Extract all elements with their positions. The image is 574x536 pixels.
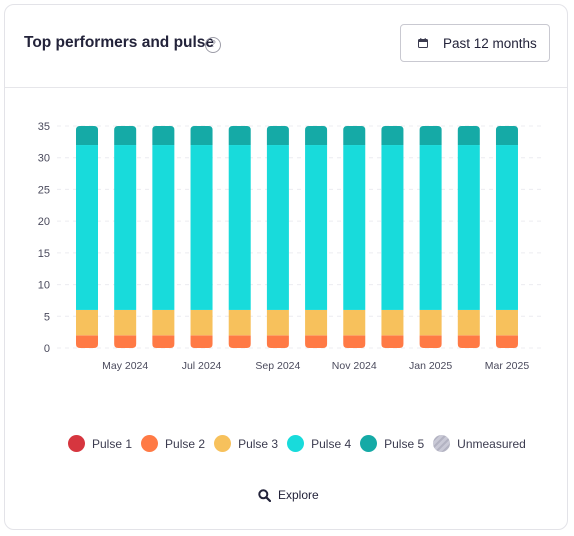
bar-segment-pulse-5[interactable]	[190, 126, 213, 146]
bar-segment-pulse-4[interactable]	[114, 145, 137, 310]
bar-segment-pulse-4[interactable]	[343, 145, 366, 310]
x-tick-label: Sep 2024	[255, 360, 300, 372]
bar-segment-pulse-3[interactable]	[381, 309, 404, 336]
legend-label: Pulse 5	[384, 436, 425, 451]
legend-item-pulse-3[interactable]: Pulse 3	[214, 435, 278, 452]
bar-segment-pulse-4[interactable]	[457, 145, 480, 310]
search-icon	[258, 488, 271, 502]
bar-segment-pulse-2[interactable]	[419, 335, 442, 348]
calendar-icon	[418, 38, 428, 48]
bar-segment-pulse-2[interactable]	[305, 335, 328, 348]
bar-segment-pulse-2[interactable]	[343, 335, 366, 348]
bar-segment-pulse-3[interactable]	[305, 309, 328, 336]
question-circle-icon[interactable]: ?	[205, 37, 221, 53]
card-header: Top performers and pulse ? Past 12 month…	[5, 5, 567, 88]
legend-item-pulse-5[interactable]: Pulse 5	[360, 435, 424, 452]
legend-item-pulse-1[interactable]: Pulse 1	[68, 435, 132, 452]
bar-segment-pulse-2[interactable]	[381, 335, 404, 348]
legend-item-pulse-4[interactable]: Pulse 4	[287, 435, 351, 452]
bar-segment-pulse-3[interactable]	[266, 309, 289, 336]
bar-segment-pulse-4[interactable]	[266, 145, 289, 310]
y-tick-label: 20	[38, 216, 50, 228]
bar-segment-pulse-3[interactable]	[190, 309, 213, 336]
legend-swatch	[68, 435, 85, 452]
bar-segment-pulse-5[interactable]	[457, 126, 480, 146]
bar-segment-pulse-3[interactable]	[76, 309, 98, 336]
bar-segment-pulse-4[interactable]	[190, 145, 213, 310]
x-tick-label: Nov 2024	[332, 360, 377, 372]
y-tick-label: 35	[38, 121, 50, 133]
bar-segment-pulse-4[interactable]	[419, 145, 442, 310]
legend-swatch	[141, 435, 159, 452]
bar-segment-pulse-5[interactable]	[266, 126, 289, 146]
legend-swatch	[214, 435, 232, 452]
legend-item-pulse-2[interactable]: Pulse 2	[141, 435, 205, 452]
explore-button[interactable]: Explore	[258, 488, 319, 502]
card-title: Top performers and pulse	[24, 34, 215, 51]
y-tick-label: 15	[38, 248, 50, 260]
bar-segment-pulse-5[interactable]	[305, 126, 328, 146]
date-range-label: Past 12 months	[443, 36, 537, 51]
bar-segment-pulse-2[interactable]	[457, 335, 480, 348]
bar-segment-pulse-5[interactable]	[152, 126, 175, 146]
y-tick-label: 0	[44, 343, 50, 355]
bar-segment-pulse-4[interactable]	[495, 145, 518, 310]
bar-segment-pulse-2[interactable]	[190, 335, 213, 348]
bar-segment-pulse-5[interactable]	[381, 126, 404, 146]
bar-segment-pulse-3[interactable]	[228, 309, 251, 336]
x-tick-label: May 2024	[102, 360, 148, 372]
legend-label: Pulse 1	[92, 436, 133, 451]
legend-item-unmeasured[interactable]: Unmeasured	[433, 435, 526, 452]
bar-segment-pulse-3[interactable]	[495, 309, 518, 336]
date-range-button[interactable]: Past 12 months	[400, 24, 550, 62]
bar-segment-pulse-4[interactable]	[381, 145, 404, 310]
bar-segment-pulse-5[interactable]	[114, 126, 137, 146]
bar-segment-pulse-5[interactable]	[228, 126, 251, 146]
bar-segment-pulse-4[interactable]	[76, 145, 98, 310]
bar-segment-pulse-2[interactable]	[228, 335, 251, 348]
x-tick-label: Jul 2024	[182, 360, 222, 372]
bar-segment-pulse-4[interactable]	[152, 145, 175, 310]
x-tick-label: Mar 2025	[485, 360, 530, 372]
bar-segment-pulse-5[interactable]	[419, 126, 442, 146]
bar-segment-pulse-5[interactable]	[343, 126, 366, 146]
bar-segment-pulse-4[interactable]	[228, 145, 251, 310]
bar-segment-pulse-3[interactable]	[114, 309, 137, 336]
bar-segment-pulse-3[interactable]	[457, 309, 480, 336]
bar-segment-pulse-4[interactable]	[305, 145, 328, 310]
bar-segment-pulse-3[interactable]	[152, 309, 175, 336]
legend-swatch	[287, 435, 305, 452]
chart-legend: Pulse 1 Pulse 2 Pulse 3 Pulse 4 Pulse 5 Unmea…	[68, 435, 535, 452]
y-tick-label: 30	[38, 153, 50, 165]
y-tick-label: 25	[38, 184, 50, 196]
bar-segment-pulse-2[interactable]	[76, 335, 98, 348]
bar-segment-pulse-3[interactable]	[343, 309, 366, 336]
y-tick-label: 5	[44, 311, 50, 323]
legend-label: Unmeasured	[457, 436, 526, 451]
bar-segment-pulse-5[interactable]	[76, 126, 98, 146]
stacked-bar-chart: 0 5 10 15 20 25 30 35 May 2024 Jul 2024 Sep 2024 No…	[38, 121, 541, 372]
legend-label: Pulse 3	[238, 436, 279, 451]
bar-segment-pulse-2[interactable]	[495, 335, 518, 348]
legend-label: Pulse 4	[311, 436, 352, 451]
bar-segment-pulse-2[interactable]	[114, 335, 137, 348]
bar-segment-pulse-3[interactable]	[419, 309, 442, 336]
legend-label: Pulse 2	[165, 436, 206, 451]
bar-segment-pulse-2[interactable]	[266, 335, 289, 348]
chart-card: Top performers and pulse ? Past 12 month…	[4, 4, 568, 530]
bar-segment-pulse-2[interactable]	[152, 335, 175, 348]
legend-swatch	[360, 435, 378, 452]
explore-label: Explore	[278, 488, 319, 502]
bar-segment-pulse-5[interactable]	[495, 126, 518, 146]
legend-swatch	[433, 435, 451, 452]
y-tick-label: 10	[38, 280, 50, 292]
x-tick-label: Jan 2025	[409, 360, 452, 372]
